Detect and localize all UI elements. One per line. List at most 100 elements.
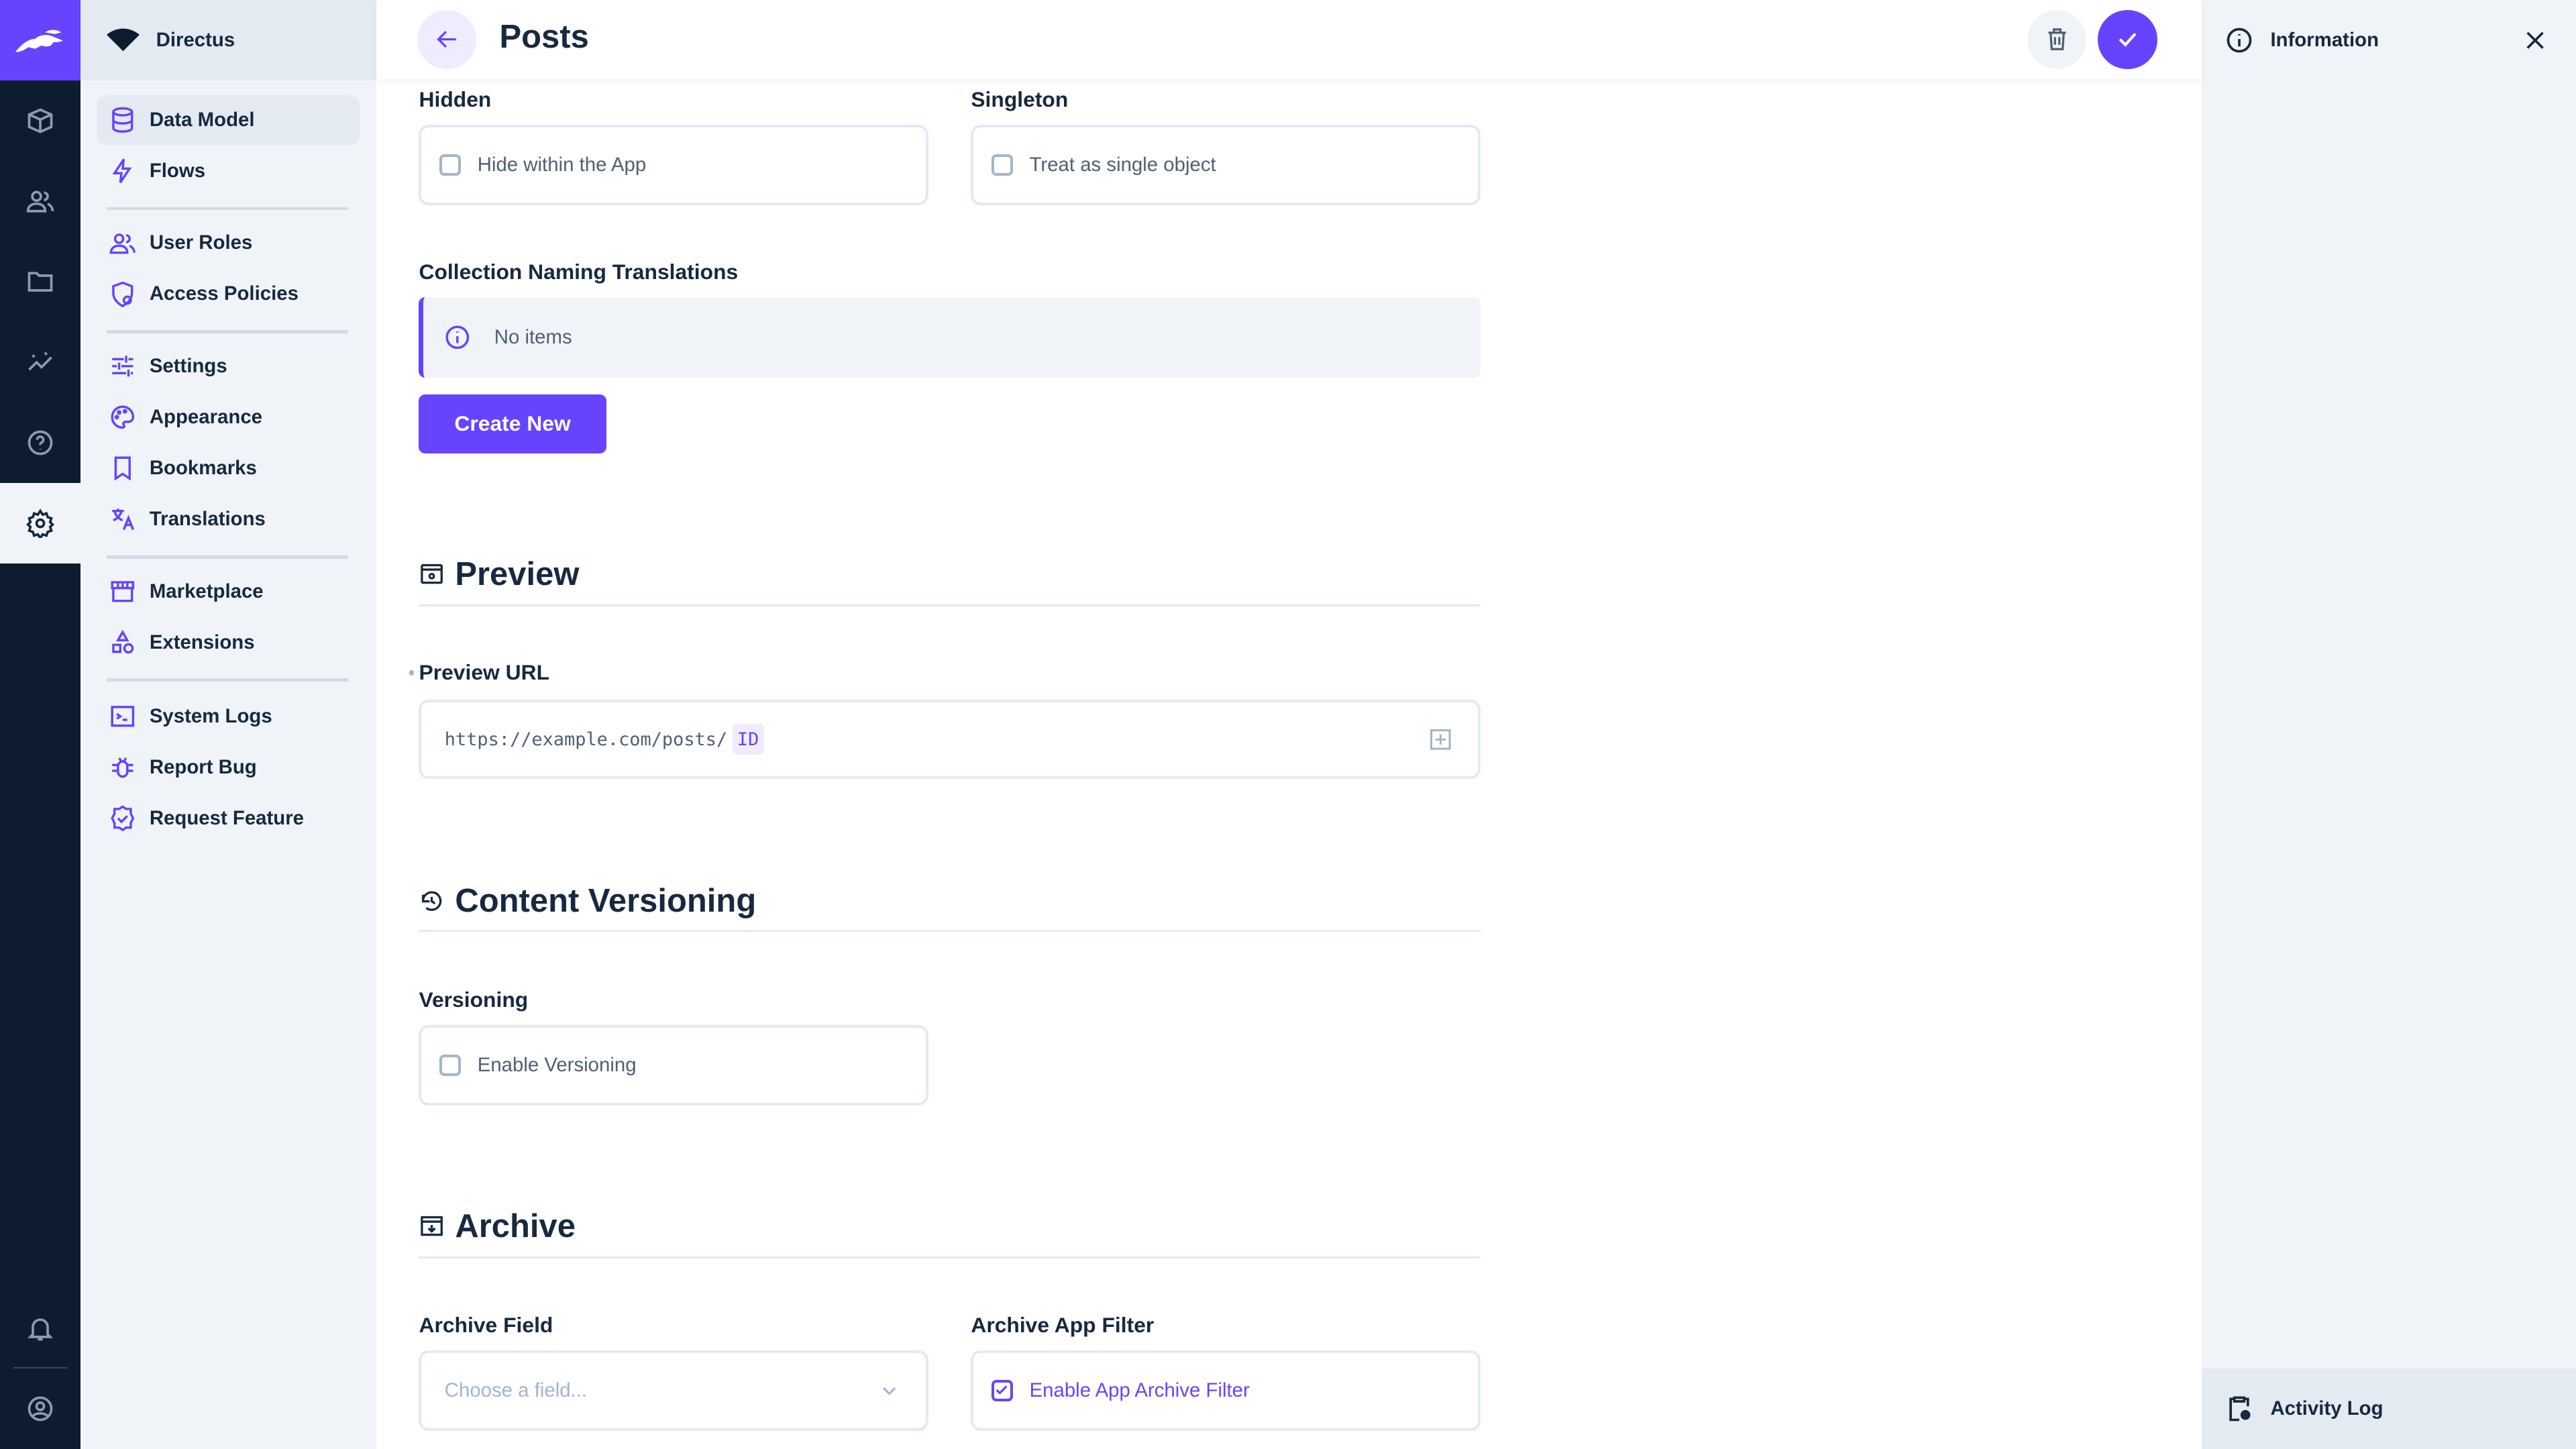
section-title-text: Content Versioning (455, 883, 757, 920)
directus-logo[interactable] (0, 0, 80, 80)
checkbox-unchecked-icon (439, 1055, 462, 1077)
page-header: Posts (376, 0, 2202, 79)
create-new-button[interactable]: Create New (419, 394, 606, 453)
sidebar-item-label: Data Model (149, 108, 255, 131)
bookmark-icon (114, 456, 131, 481)
user-profile-icon[interactable] (0, 1368, 80, 1449)
versioning-label: Versioning (419, 987, 529, 1012)
sidebar-item-bookmarks[interactable]: Bookmarks (97, 443, 360, 492)
sidebar-item-request-feature[interactable]: Request Feature (97, 794, 360, 843)
project-header[interactable]: Directus (80, 0, 376, 80)
section-divider (419, 1256, 1481, 1258)
sidebar-item-flows[interactable]: Flows (97, 146, 360, 195)
information-header[interactable]: Information (2202, 0, 2576, 80)
files-icon[interactable] (0, 241, 80, 322)
translations-label: Collection Naming Translations (419, 259, 739, 284)
category-icon (111, 629, 133, 654)
arrow-back-icon (436, 31, 456, 48)
info-icon (445, 325, 470, 350)
section-title-text: Preview (455, 555, 580, 592)
info-icon (2226, 28, 2252, 53)
users-icon[interactable] (0, 161, 80, 241)
navigation-sidebar: Directus Data Model Flows User Roles Access… (80, 0, 376, 1449)
help-icon[interactable] (0, 402, 80, 483)
checkbox-label: Hide within the App (477, 154, 647, 176)
singleton-checkbox[interactable]: Treat as single object (971, 125, 1481, 206)
sidebar-item-label: Marketplace (149, 580, 264, 602)
back-button[interactable] (417, 9, 477, 69)
sidebar-item-access-policies[interactable]: Access Policies (97, 270, 360, 319)
required-dot (409, 670, 415, 676)
checkbox-label: Enable App Archive Filter (1029, 1379, 1250, 1402)
notifications-icon[interactable] (0, 1288, 80, 1368)
sidebar-item-label: System Logs (149, 704, 272, 727)
sidebar-item-label: Request Feature (149, 806, 304, 829)
chevron-down-icon (883, 1387, 896, 1396)
section-divider (419, 604, 1481, 606)
bolt-icon (112, 158, 132, 183)
project-name: Directus (156, 29, 235, 51)
sidebar-item-extensions[interactable]: Extensions (97, 618, 360, 667)
main-content: Posts Hidden Hide within the App Singlet… (376, 0, 2202, 1449)
id-token[interactable]: ID (732, 724, 764, 755)
trash-icon (2048, 28, 2066, 51)
sidebar-item-marketplace[interactable]: Marketplace (97, 567, 360, 616)
enable-versioning-checkbox[interactable]: Enable Versioning (419, 1025, 928, 1106)
sidebar-divider (107, 555, 349, 559)
sidebar-detail-panel: Information Activity Log (2201, 0, 2576, 1449)
add-box-icon[interactable] (1428, 727, 1453, 752)
sidebar-item-settings[interactable]: Settings (97, 341, 360, 390)
checkbox-checked-icon (991, 1380, 1014, 1401)
archive-app-filter-checkbox[interactable]: Enable App Archive Filter (971, 1350, 1481, 1432)
page-title: Posts (499, 18, 589, 55)
save-button[interactable] (2098, 9, 2157, 69)
sidebar-item-appearance[interactable]: Appearance (97, 392, 360, 441)
section-divider (419, 930, 1481, 932)
content-icon[interactable] (0, 80, 80, 161)
close-icon[interactable] (2524, 29, 2546, 52)
group-icon (109, 233, 136, 254)
verified-icon (110, 805, 134, 832)
activity-log-label: Activity Log (2270, 1397, 2383, 1419)
sidebar-item-data-model[interactable]: Data Model (97, 95, 360, 145)
sidebar-item-label: Bookmarks (149, 456, 257, 479)
clipboard-clock-icon (2229, 1396, 2251, 1421)
archive-app-filter-label: Archive App Filter (971, 1312, 1155, 1337)
database-icon (111, 107, 133, 133)
bug-icon (111, 757, 133, 778)
terminal-icon (111, 706, 134, 727)
url-text: https://example.com/posts/ (444, 729, 728, 750)
section-title-text: Archive (455, 1208, 576, 1244)
sidebar-item-label: Translations (149, 507, 266, 530)
panel-title: Information (2270, 29, 2379, 51)
checkbox-label: Enable Versioning (477, 1054, 637, 1077)
insights-icon[interactable] (0, 322, 80, 402)
sidebar-item-translations[interactable]: Translations (97, 494, 360, 543)
hide-within-app-checkbox[interactable]: Hide within the App (419, 125, 928, 206)
checkbox-label: Treat as single object (1029, 154, 1216, 176)
preview-url-input[interactable]: https://example.com/posts/ ID (419, 700, 1481, 779)
notice-text: No items (494, 326, 572, 349)
sidebar-item-label: Appearance (149, 406, 262, 429)
sidebar-item-report-bug[interactable]: Report Bug (97, 743, 360, 792)
sidebar-divider (107, 207, 349, 211)
activity-log-button[interactable]: Activity Log (2201, 1368, 2576, 1449)
sidebar-item-label: Flows (149, 159, 206, 182)
checkbox-unchecked-icon (991, 154, 1014, 176)
checkbox-unchecked-icon (439, 154, 462, 176)
sidebar-item-label: Extensions (149, 631, 255, 653)
shield-person-icon (111, 281, 133, 307)
archive-field-label: Archive Field (419, 1312, 553, 1337)
archive-section-title: Archive (419, 1208, 576, 1245)
project-wifi-icon (107, 28, 140, 51)
delete-button[interactable] (2027, 9, 2087, 69)
archive-field-select[interactable]: Choose a field... (419, 1350, 928, 1432)
sidebar-item-user-roles[interactable]: User Roles (97, 219, 360, 268)
preview-section-title: Preview (419, 555, 579, 593)
history-icon (422, 891, 442, 911)
rail-divider (13, 1366, 68, 1368)
palette-icon (111, 405, 134, 429)
settings-icon[interactable] (0, 483, 80, 564)
sidebar-item-system-logs[interactable]: System Logs (97, 692, 360, 741)
module-bar (0, 0, 80, 1449)
